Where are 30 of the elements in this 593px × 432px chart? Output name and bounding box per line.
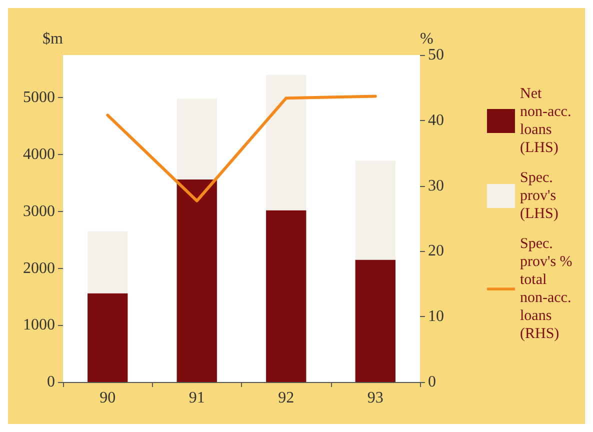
x-tick-label: 90: [100, 390, 116, 406]
line-series: [106, 94, 377, 202]
y-tick-label: 1000: [23, 316, 55, 334]
bar: [176, 98, 217, 180]
y-tick-label: 4000: [23, 146, 55, 164]
y2-axis-title: %: [420, 30, 434, 48]
legend-label: Spec. prov's % total non-acc. loans (RHS): [520, 236, 576, 342]
y2-tick-label: 0: [428, 374, 436, 390]
y2-tick-label: 10: [428, 308, 444, 326]
legend-label: Net non-acc. loans (LHS): [520, 86, 575, 156]
y-axis-title: $m: [42, 30, 64, 48]
y2-tick-label: 30: [428, 177, 444, 194]
bar: [355, 260, 396, 382]
legend-label: Spec. prov's (LHS): [520, 170, 560, 222]
y-tick-label: 2000: [23, 260, 55, 277]
bar: [266, 74, 306, 210]
bar: [355, 160, 396, 260]
bar: [88, 231, 128, 294]
y2-tick-label: 40: [428, 112, 444, 129]
y-tick-label: 0: [47, 374, 55, 390]
bar: [88, 293, 128, 382]
x-tick-label: 93: [367, 390, 384, 406]
bar: [266, 210, 306, 382]
y2-tick-label: 20: [428, 242, 444, 260]
y-tick-label: 3000: [23, 202, 55, 220]
y-tick-label: 5000: [23, 89, 55, 106]
x-tick-label: 91: [188, 390, 205, 406]
bar: [176, 180, 217, 382]
y2-tick-label: 50: [428, 46, 444, 64]
x-tick-label: 92: [278, 390, 294, 406]
